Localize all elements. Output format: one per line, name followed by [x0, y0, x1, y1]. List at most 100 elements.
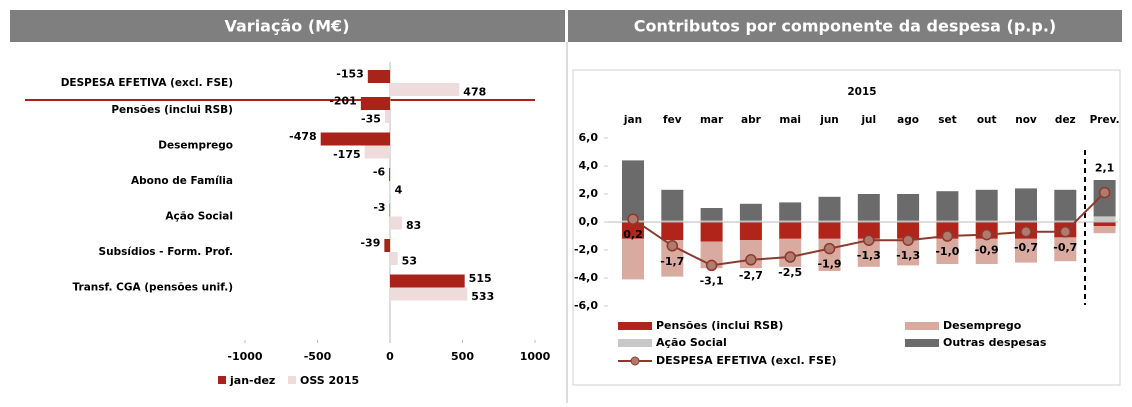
category-label: Abono de Família: [131, 175, 233, 187]
y-tick-label: -2,0: [574, 243, 598, 256]
line-marker: [864, 235, 874, 245]
line-marker: [1060, 227, 1070, 237]
bar-segment: [1015, 188, 1037, 220]
bar-segment: [701, 222, 723, 242]
x-tick-label: 0: [386, 350, 394, 363]
bar-segment: [740, 204, 762, 221]
value-label: -201: [329, 95, 357, 108]
legend-swatch: [618, 339, 652, 347]
x-tick-label: mai: [779, 114, 801, 126]
y-tick-label: -4,0: [574, 271, 598, 284]
legend-swatch: [288, 376, 296, 384]
value-label: -153: [336, 68, 364, 81]
bar-segment: [622, 160, 644, 220]
legend-swatch: [905, 322, 939, 330]
legend-marker: [631, 357, 639, 365]
x-tick-label: 500: [451, 350, 474, 363]
value-label: 83: [406, 219, 421, 232]
bar-segment: [1054, 190, 1076, 221]
bar: [390, 275, 465, 288]
x-tick-label: -1000: [227, 350, 263, 363]
value-label: -35: [361, 113, 381, 126]
bar-segment: [976, 190, 998, 221]
bar-segment: [701, 208, 723, 221]
y-tick-label: 2,0: [579, 187, 599, 200]
value-label: -2,7: [739, 269, 763, 282]
bar: [385, 110, 390, 123]
line-marker: [746, 255, 756, 265]
bar-segment: [858, 194, 880, 221]
bar: [361, 97, 390, 110]
x-tick-label: fev: [663, 114, 682, 126]
x-tick-label: ago: [897, 114, 919, 126]
y-tick-label: 0,0: [579, 215, 599, 228]
value-label: -3,1: [700, 274, 724, 287]
value-label: -1,3: [896, 249, 920, 262]
bar-segment: [661, 222, 683, 240]
value-label: -1,9: [817, 258, 841, 271]
bar: [384, 239, 390, 252]
category-label: Transf. CGA (pensões unif.): [73, 282, 233, 294]
bar: [390, 181, 391, 194]
legend-label: Ação Social: [656, 336, 727, 349]
bar-segment: [779, 202, 801, 220]
y-tick-label: 6,0: [579, 131, 599, 144]
legend-label: jan-dez: [229, 374, 275, 387]
bar-segment: [897, 194, 919, 221]
line-marker: [982, 230, 992, 240]
x-tick-label: abr: [741, 114, 762, 126]
chart-title: Contributos por componente da despesa (p…: [634, 17, 1056, 36]
legend-label: Pensões (inclui RSB): [656, 319, 783, 332]
subtitle: 2015: [847, 86, 876, 98]
line-marker: [825, 244, 835, 254]
bar-segment: [1094, 226, 1116, 233]
value-label: -175: [333, 148, 361, 161]
bar: [321, 133, 390, 146]
legend-swatch: [905, 339, 939, 347]
bar-segment: [779, 222, 801, 239]
bar: [390, 217, 402, 230]
bar-segment: [1094, 222, 1116, 226]
y-tick-label: 4,0: [579, 159, 599, 172]
bar-segment: [819, 197, 841, 221]
value-label: -2,5: [778, 266, 802, 279]
value-label: 4: [395, 184, 403, 197]
value-label: -0,7: [1014, 241, 1038, 254]
category-label: DESPESA EFETIVA (excl. FSE): [61, 77, 233, 89]
bar-segment: [1094, 216, 1116, 222]
x-tick-label: -500: [304, 350, 332, 363]
legend-label: DESPESA EFETIVA (excl. FSE): [656, 354, 837, 367]
category-label: Ação Social: [165, 211, 233, 223]
bar: [390, 288, 467, 301]
legend-label: Outras despesas: [943, 336, 1047, 349]
bar-segment: [622, 239, 644, 280]
bar: [390, 252, 398, 265]
x-tick-label: jun: [819, 114, 839, 126]
line-marker: [1021, 227, 1031, 237]
legend-label: Desemprego: [943, 319, 1022, 332]
bar-segment: [936, 191, 958, 220]
category-label: Desemprego: [158, 140, 233, 152]
value-label: -0,9: [975, 244, 999, 257]
line-marker: [785, 252, 795, 262]
value-label: -1,3: [857, 249, 881, 262]
x-tick-label: 1000: [520, 350, 551, 363]
value-label: -3: [373, 201, 385, 214]
value-label: -1,0: [935, 245, 959, 258]
line-marker: [667, 241, 677, 251]
value-label: 2,1: [1095, 162, 1115, 175]
value-label: -1,7: [660, 255, 684, 268]
x-tick-label: set: [938, 114, 956, 126]
x-tick-label: mar: [700, 114, 724, 126]
line-marker: [942, 231, 952, 241]
x-tick-label: out: [977, 114, 997, 126]
legend-swatch: [618, 322, 652, 330]
category-label: Pensões (inclui RSB): [111, 104, 233, 116]
line-marker: [903, 235, 913, 245]
bar-segment: [819, 222, 841, 239]
bar: [365, 146, 390, 159]
legend-label: OSS 2015: [300, 374, 359, 387]
value-label: -39: [360, 237, 380, 250]
bar: [390, 83, 459, 96]
